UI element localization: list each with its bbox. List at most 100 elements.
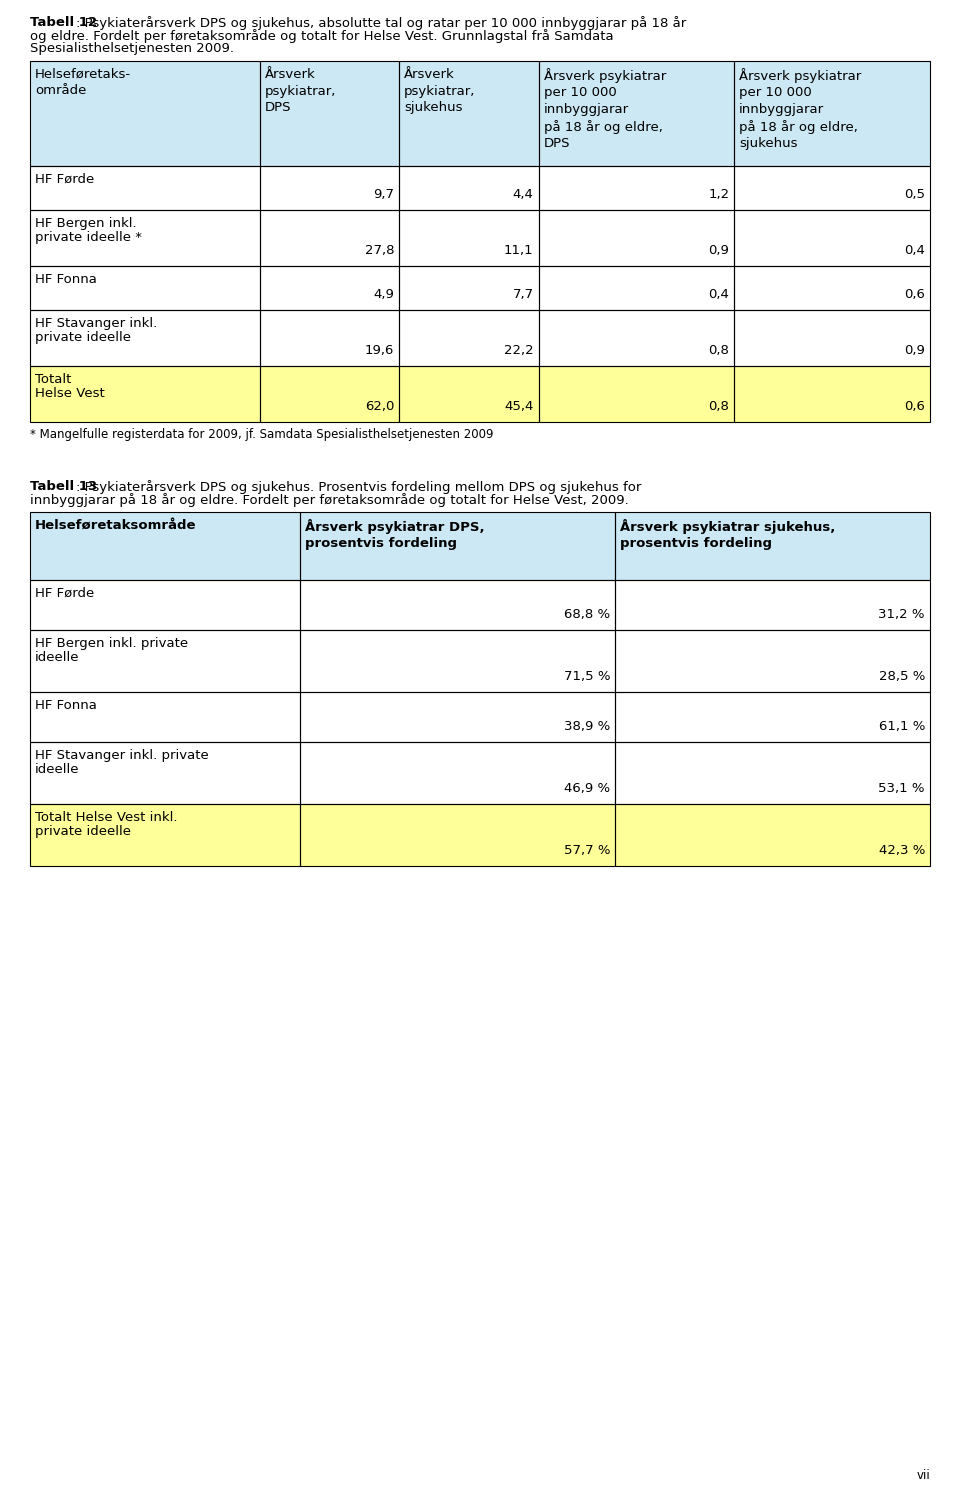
Bar bbox=[734, 310, 930, 365]
Text: private ideelle: private ideelle bbox=[35, 331, 131, 345]
Bar bbox=[399, 209, 539, 266]
Text: 9,7: 9,7 bbox=[373, 189, 394, 200]
Bar bbox=[30, 742, 930, 803]
Text: 31,2 %: 31,2 % bbox=[878, 607, 925, 621]
Bar bbox=[30, 581, 300, 630]
Text: Årsverk
psykiatrar,
sjukehus: Årsverk psykiatrar, sjukehus bbox=[404, 68, 475, 114]
Bar bbox=[30, 61, 259, 166]
Bar bbox=[30, 581, 930, 630]
Bar bbox=[30, 61, 930, 166]
Text: 28,5 %: 28,5 % bbox=[878, 670, 925, 683]
Text: Helseføretaksområde: Helseføretaksområde bbox=[35, 518, 197, 532]
Text: 0,4: 0,4 bbox=[904, 244, 925, 257]
Bar bbox=[30, 266, 259, 310]
Bar bbox=[30, 365, 259, 422]
Text: private ideelle *: private ideelle * bbox=[35, 232, 142, 244]
Text: 45,4: 45,4 bbox=[504, 399, 534, 413]
Text: 1,2: 1,2 bbox=[708, 189, 730, 200]
Bar bbox=[399, 310, 539, 365]
Bar bbox=[30, 209, 930, 266]
Bar bbox=[615, 742, 930, 803]
Bar bbox=[300, 692, 615, 742]
Text: Helseføretaks-
område: Helseføretaks- område bbox=[35, 68, 132, 98]
Text: 0,8: 0,8 bbox=[708, 399, 730, 413]
Bar bbox=[300, 512, 615, 581]
Text: Årsverk psykiatrar sjukehus,
prosentvis fordeling: Årsverk psykiatrar sjukehus, prosentvis … bbox=[620, 518, 835, 551]
Bar bbox=[539, 166, 734, 209]
Bar bbox=[30, 266, 930, 310]
Text: 53,1 %: 53,1 % bbox=[878, 783, 925, 794]
Text: 38,9 %: 38,9 % bbox=[564, 720, 610, 734]
Bar bbox=[734, 166, 930, 209]
Bar bbox=[30, 512, 300, 581]
Text: 57,7 %: 57,7 % bbox=[564, 843, 610, 857]
Text: 68,8 %: 68,8 % bbox=[564, 607, 610, 621]
Text: HF Fonna: HF Fonna bbox=[35, 699, 97, 711]
Bar bbox=[399, 166, 539, 209]
Text: 27,8: 27,8 bbox=[365, 244, 394, 257]
Text: : Psykiaterårsverk DPS og sjukehus. Prosentvis fordeling mellom DPS og sjukehus : : Psykiaterårsverk DPS og sjukehus. Pros… bbox=[76, 480, 641, 495]
Bar bbox=[399, 266, 539, 310]
Text: ideelle: ideelle bbox=[35, 763, 80, 777]
Text: 11,1: 11,1 bbox=[504, 244, 534, 257]
Bar bbox=[30, 365, 930, 422]
Bar bbox=[539, 310, 734, 365]
Text: 62,0: 62,0 bbox=[365, 399, 394, 413]
Text: 0,9: 0,9 bbox=[708, 244, 730, 257]
Text: innbyggjarar på 18 år og eldre. Fordelt per føretaksområde og totalt for Helse V: innbyggjarar på 18 år og eldre. Fordelt … bbox=[30, 493, 629, 506]
Bar bbox=[615, 630, 930, 692]
Bar bbox=[30, 630, 930, 692]
Text: * Mangelfulle registerdata for 2009, jf. Samdata Spesialisthelsetjenesten 2009: * Mangelfulle registerdata for 2009, jf.… bbox=[30, 428, 493, 441]
Text: 0,6: 0,6 bbox=[904, 288, 925, 301]
Text: 0,4: 0,4 bbox=[708, 288, 730, 301]
Bar bbox=[734, 209, 930, 266]
Bar bbox=[399, 365, 539, 422]
Bar bbox=[615, 512, 930, 581]
Text: HF Fonna: HF Fonna bbox=[35, 273, 97, 287]
Text: 7,7: 7,7 bbox=[513, 288, 534, 301]
Text: Totalt: Totalt bbox=[35, 373, 71, 386]
Text: Tabell 12: Tabell 12 bbox=[30, 16, 97, 30]
Text: 0,9: 0,9 bbox=[904, 345, 925, 356]
Text: HF Førde: HF Førde bbox=[35, 172, 94, 186]
Bar bbox=[30, 803, 300, 866]
Bar bbox=[30, 166, 930, 209]
Bar bbox=[539, 61, 734, 166]
Bar bbox=[30, 692, 300, 742]
Bar bbox=[615, 803, 930, 866]
Text: 4,4: 4,4 bbox=[513, 189, 534, 200]
Bar bbox=[300, 630, 615, 692]
Text: Helse Vest: Helse Vest bbox=[35, 388, 105, 399]
Bar bbox=[734, 365, 930, 422]
Text: HF Førde: HF Førde bbox=[35, 587, 94, 600]
Text: Spesialisthelsetjenesten 2009.: Spesialisthelsetjenesten 2009. bbox=[30, 42, 234, 55]
Bar bbox=[30, 209, 259, 266]
Bar bbox=[30, 166, 259, 209]
Text: : Psykiaterårsverk DPS og sjukehus, absolutte tal og ratar per 10 000 innbyggjar: : Psykiaterårsverk DPS og sjukehus, abso… bbox=[76, 16, 686, 30]
Bar bbox=[300, 803, 615, 866]
Bar bbox=[539, 209, 734, 266]
Bar bbox=[259, 61, 399, 166]
Text: Årsverk psykiatrar
per 10 000
innbyggjarar
på 18 år og eldre,
sjukehus: Årsverk psykiatrar per 10 000 innbyggjar… bbox=[739, 68, 861, 150]
Bar bbox=[30, 803, 930, 866]
Text: Tabell 13: Tabell 13 bbox=[30, 480, 97, 493]
Text: Årsverk psykiatrar
per 10 000
innbyggjarar
på 18 år og eldre,
DPS: Årsverk psykiatrar per 10 000 innbyggjar… bbox=[543, 68, 665, 150]
Bar bbox=[259, 166, 399, 209]
Bar bbox=[259, 266, 399, 310]
Bar bbox=[259, 365, 399, 422]
Bar bbox=[300, 742, 615, 803]
Bar bbox=[399, 61, 539, 166]
Bar bbox=[259, 310, 399, 365]
Bar bbox=[30, 310, 930, 365]
Text: Årsverk psykiatrar DPS,
prosentvis fordeling: Årsverk psykiatrar DPS, prosentvis forde… bbox=[305, 518, 485, 551]
Text: 19,6: 19,6 bbox=[365, 345, 394, 356]
Text: 71,5 %: 71,5 % bbox=[564, 670, 610, 683]
Bar bbox=[615, 581, 930, 630]
Text: Årsverk
psykiatrar,
DPS: Årsverk psykiatrar, DPS bbox=[265, 68, 336, 114]
Text: 46,9 %: 46,9 % bbox=[564, 783, 610, 794]
Bar bbox=[30, 692, 930, 742]
Bar bbox=[539, 266, 734, 310]
Text: private ideelle: private ideelle bbox=[35, 826, 131, 838]
Text: HF Stavanger inkl. private: HF Stavanger inkl. private bbox=[35, 748, 208, 762]
Bar bbox=[30, 742, 300, 803]
